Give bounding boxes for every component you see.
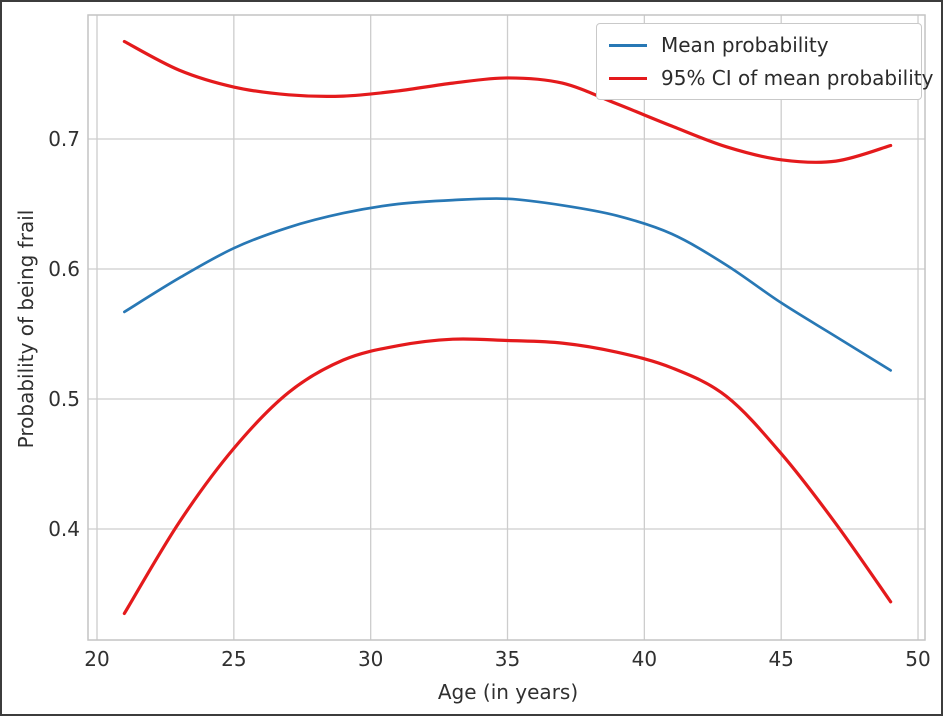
x-tick-label: 30: [357, 647, 384, 671]
series-line-1: [122, 39, 893, 164]
x-axis-label: Age (in years): [437, 680, 579, 704]
plot-spines: [87, 14, 926, 641]
x-tick-label: 40: [631, 647, 658, 671]
y-tick-label: 0.6: [48, 257, 80, 281]
mean-line-swatch: [609, 43, 647, 47]
y-axis-label: Probability of being frail: [14, 209, 38, 449]
x-tick-label: 35: [494, 647, 521, 671]
series-line-0: [123, 197, 893, 372]
legend-label-mean: Mean probability: [661, 33, 829, 57]
y-tick-label: 0.7: [48, 127, 80, 151]
ci-line-swatch: [609, 76, 647, 80]
y-tick-label: 0.4: [48, 516, 80, 541]
x-tick-label: 25: [221, 647, 247, 671]
series-line-2: [122, 337, 893, 616]
x-tick-label: 45: [768, 647, 794, 671]
legend: Mean probability 95% CI of mean probabil…: [596, 23, 933, 100]
legend-entry-mean: Mean probability: [609, 33, 909, 57]
x-tick-label: 50: [905, 647, 931, 671]
legend-entry-ci: 95% CI of mean probability: [609, 66, 933, 90]
x-tick-label: 20: [84, 647, 110, 671]
legend-label-ci: 95% CI of mean probability: [661, 66, 934, 90]
y-tick-label: 0.5: [48, 386, 80, 411]
